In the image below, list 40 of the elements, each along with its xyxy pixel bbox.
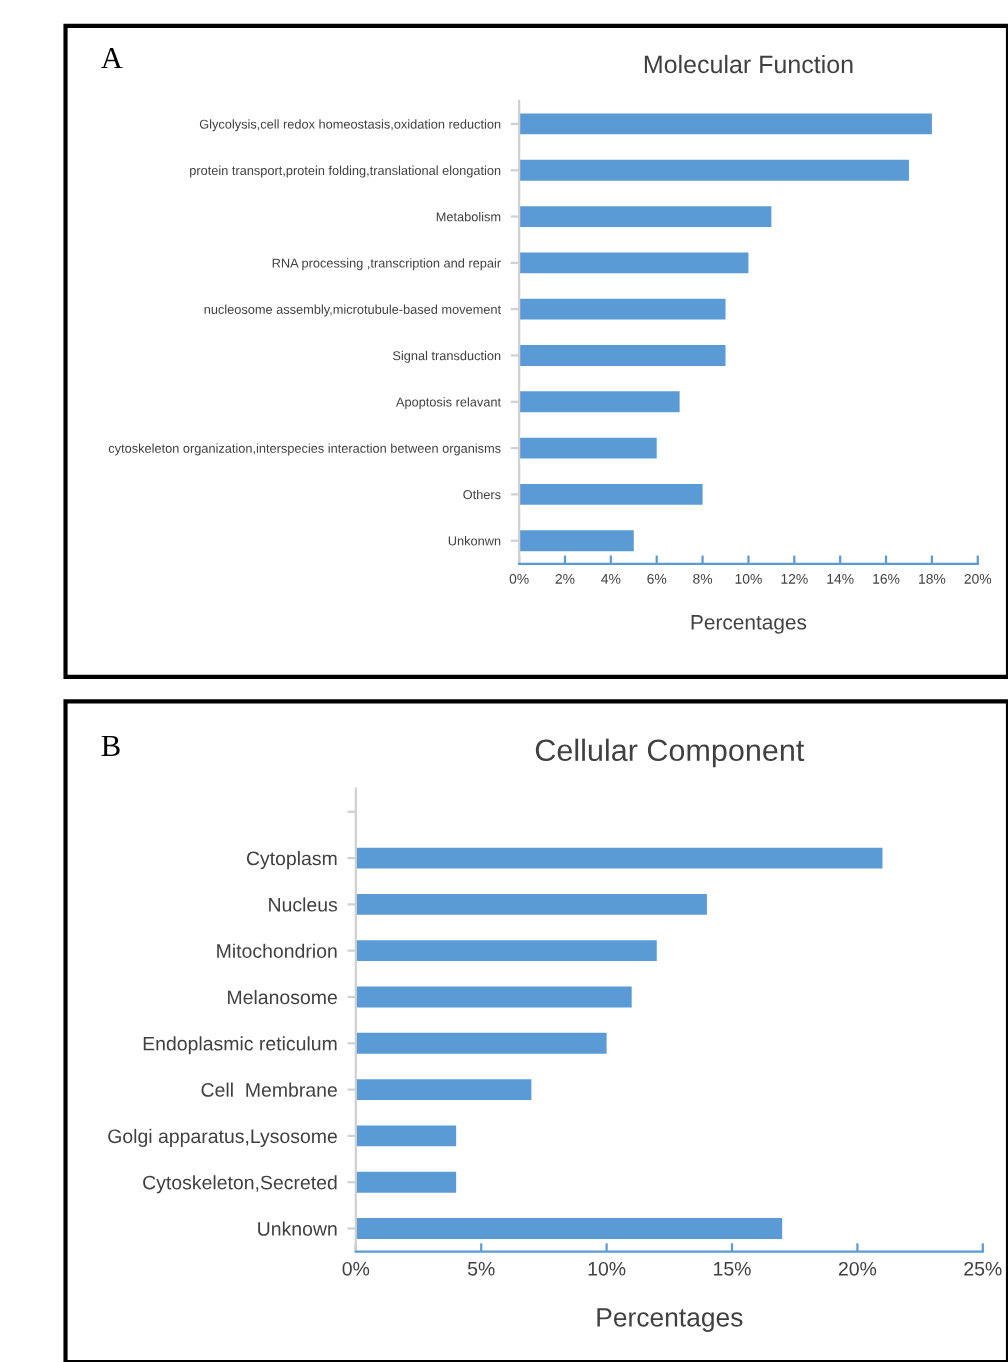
bar [355,847,883,869]
bar [355,1079,532,1101]
bar [519,391,680,413]
y-tick-label: Unknown [258,1221,337,1236]
x-tick-label: 20% [838,1261,877,1276]
bar [519,159,909,181]
bar [519,206,772,227]
bar [519,437,657,459]
chart-title: Cellular Component [535,738,805,768]
bar [519,252,749,274]
bar [519,345,726,366]
y-tick-label: Cytoplasm [246,851,337,870]
x-tick-label: 15% [714,1262,751,1276]
y-tick-label: Nucleus [269,897,338,912]
y-tick-label: Melanosome [228,989,337,1005]
bar [355,1218,783,1239]
x-axis-title: Percentages [597,1308,743,1332]
bar [519,113,932,135]
text: B [101,735,120,756]
bar [355,1125,457,1147]
bar [519,298,726,320]
x-axis-title: Percentages [691,615,807,634]
y-tick-label: Golgi apparatus,Lysosome [108,1128,337,1147]
bar [355,940,657,962]
bar [519,530,634,552]
x-tick-label: 5% [467,1262,495,1276]
text: A [101,47,123,69]
y-tick-label: Cell Membrane [201,1082,337,1097]
bar [355,986,632,1008]
chart-title: Molecular Function [644,54,853,74]
bar [355,1171,457,1193]
bar [519,483,703,505]
bar [355,893,707,915]
y-tick-label: Endoplasmic reticulum [143,1036,337,1055]
x-tick-label: 0% [342,1261,370,1276]
x-tick-label: 10% [588,1261,626,1276]
x-tick-label: 25% [964,1261,1002,1276]
y-tick-label: Cytoskeleton,Secreted [143,1175,337,1194]
y-tick-label: Mitochondrion [217,943,337,958]
bar [355,1032,607,1054]
